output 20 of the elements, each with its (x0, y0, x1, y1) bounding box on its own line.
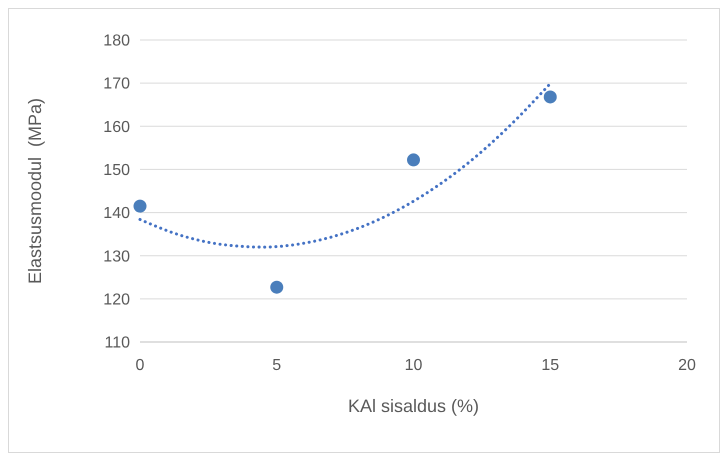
y-tick-label: 120 (103, 291, 130, 308)
point (134, 200, 146, 213)
y-tick-label: 170 (103, 76, 130, 93)
y-tick-label: 140 (103, 205, 130, 222)
y-tick-label: 150 (103, 162, 130, 180)
y-tick-label: 130 (103, 248, 130, 266)
x-tick-label: 0 (136, 357, 145, 374)
point (407, 153, 420, 166)
point (544, 90, 557, 104)
x-tick-label: 10 (404, 357, 422, 374)
point (270, 280, 284, 294)
y-tick-label: 180 (103, 32, 130, 50)
line-series (138, 82, 552, 249)
x-tick-label: 15 (541, 357, 560, 374)
y-axis-title: Elastsusmoodul (MPa) (25, 98, 45, 284)
y-tick-label: 110 (104, 334, 130, 352)
x-tick-label: 5 (272, 357, 282, 374)
x-axis-title: KAl sisaldus (%) (348, 396, 480, 416)
y-tick-label: 160 (103, 118, 130, 136)
x-tick-label: 20 (678, 357, 696, 374)
